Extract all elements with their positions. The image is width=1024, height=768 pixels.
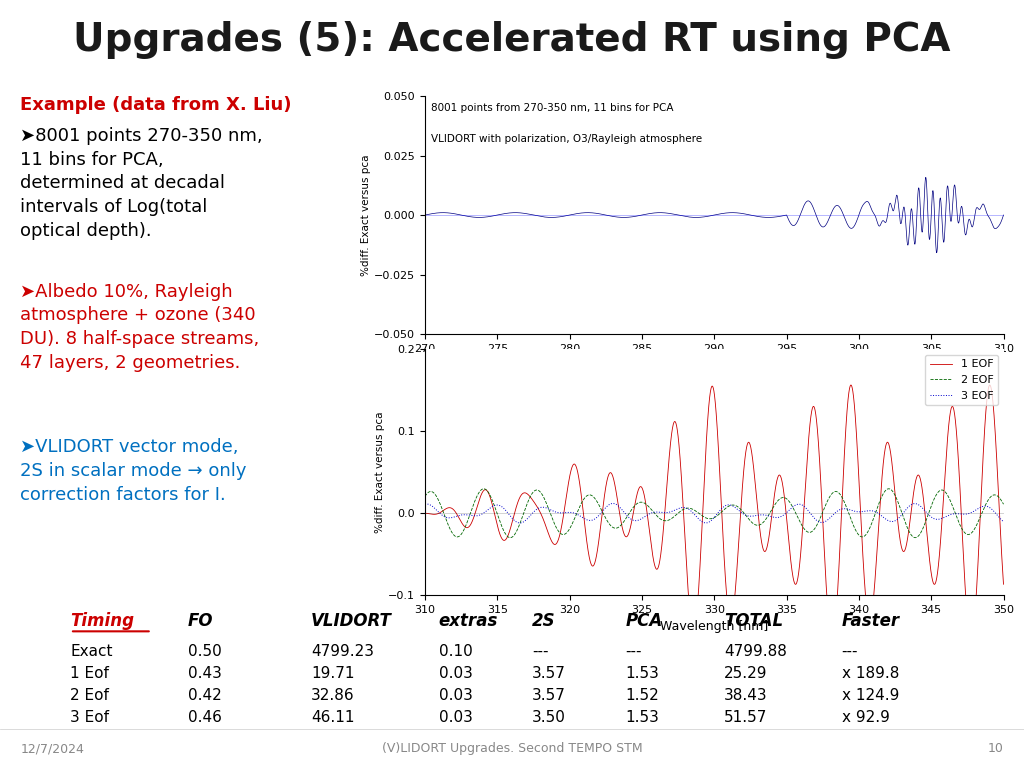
Y-axis label: %diff. Exact versus pca: %diff. Exact versus pca — [376, 412, 385, 533]
Text: x 92.9: x 92.9 — [842, 710, 890, 726]
Text: 4799.23: 4799.23 — [311, 644, 374, 659]
Text: 25.29: 25.29 — [724, 666, 767, 681]
Text: 0.50: 0.50 — [188, 644, 222, 659]
2 EOF — [997, 500, 1010, 509]
Text: PCA: PCA — [626, 612, 663, 631]
3 EOF — [607, 499, 620, 508]
Text: 46.11: 46.11 — [311, 710, 354, 726]
Text: 1.52: 1.52 — [626, 688, 659, 703]
Line: 3 EOF: 3 EOF — [425, 504, 1004, 523]
Text: 1.53: 1.53 — [626, 710, 659, 726]
Text: Upgrades (5): Accelerated RT using PCA: Upgrades (5): Accelerated RT using PCA — [74, 22, 950, 59]
1 EOF — [918, 497, 930, 506]
1 EOF — [997, 580, 1010, 589]
Line: 1 EOF: 1 EOF — [425, 385, 1004, 641]
Text: ➤VLIDORT vector mode,
2S in scalar mode → only
correction factors for I.: ➤VLIDORT vector mode, 2S in scalar mode … — [20, 439, 247, 504]
Text: 10: 10 — [987, 743, 1004, 756]
Text: TOTAL: TOTAL — [724, 612, 783, 631]
Text: 3.57: 3.57 — [532, 688, 566, 703]
Text: 12/7/2024: 12/7/2024 — [20, 743, 84, 756]
Text: 0.10: 0.10 — [438, 644, 472, 659]
X-axis label: Wavelength [nm]: Wavelength [nm] — [660, 621, 768, 634]
Line: 2 EOF: 2 EOF — [425, 488, 1004, 538]
2 EOF — [504, 533, 516, 542]
Text: ➤Albedo 10%, Rayleigh
atmosphere + ozone (340
DU). 8 half-space streams,
47 laye: ➤Albedo 10%, Rayleigh atmosphere + ozone… — [20, 283, 259, 372]
Text: ---: --- — [532, 644, 549, 659]
Text: 0.03: 0.03 — [438, 666, 472, 681]
Y-axis label: %diff. Exact versus pca: %diff. Exact versus pca — [361, 154, 372, 276]
3 EOF — [419, 500, 431, 509]
3 EOF — [856, 507, 868, 516]
Text: ➤8001 points 270-350 nm,
11 bins for PCA,
determined at decadal
intervals of Log: ➤8001 points 270-350 nm, 11 bins for PCA… — [20, 127, 262, 240]
Text: 0.03: 0.03 — [438, 710, 472, 726]
3 EOF — [597, 506, 609, 515]
Text: extras: extras — [438, 612, 498, 631]
2 EOF — [918, 521, 930, 531]
2 EOF — [597, 508, 609, 517]
1 EOF — [765, 515, 777, 524]
Text: (V)LIDORT Upgrades. Second TEMPO STM: (V)LIDORT Upgrades. Second TEMPO STM — [382, 743, 642, 756]
2 EOF — [419, 492, 431, 501]
1 EOF — [856, 541, 868, 550]
Text: 38.43: 38.43 — [724, 688, 767, 703]
Text: x 124.9: x 124.9 — [842, 688, 899, 703]
Text: 1 Eof: 1 Eof — [70, 666, 109, 681]
Text: 0.46: 0.46 — [188, 710, 222, 726]
Text: ---: --- — [626, 644, 642, 659]
2 EOF — [883, 484, 895, 493]
Text: 0.03: 0.03 — [438, 688, 472, 703]
Text: 3.50: 3.50 — [532, 710, 566, 726]
1 EOF — [597, 505, 609, 514]
X-axis label: Wavelength [nm]: Wavelength [nm] — [660, 359, 768, 372]
Text: FO: FO — [188, 612, 214, 631]
Text: Exact: Exact — [70, 644, 113, 659]
Text: 3.57: 3.57 — [532, 666, 566, 681]
Text: 3 Eof: 3 Eof — [70, 710, 109, 726]
Text: 19.71: 19.71 — [311, 666, 354, 681]
Text: 0.43: 0.43 — [188, 666, 222, 681]
Text: x 189.8: x 189.8 — [842, 666, 899, 681]
1 EOF — [776, 478, 788, 487]
1 EOF — [419, 508, 431, 518]
Text: ---: --- — [842, 644, 858, 659]
Text: Example (data from X. Liu): Example (data from X. Liu) — [20, 96, 292, 114]
Text: Faster: Faster — [842, 612, 900, 631]
Text: 1.53: 1.53 — [626, 666, 659, 681]
Text: 4799.88: 4799.88 — [724, 644, 786, 659]
2 EOF — [898, 514, 910, 523]
Text: 0.42: 0.42 — [188, 688, 222, 703]
3 EOF — [898, 508, 910, 517]
Text: 32.86: 32.86 — [311, 688, 354, 703]
Text: 2S: 2S — [532, 612, 556, 631]
3 EOF — [776, 511, 788, 521]
Text: 51.57: 51.57 — [724, 710, 767, 726]
Text: 8001 points from 270-350 nm, 11 bins for PCA: 8001 points from 270-350 nm, 11 bins for… — [431, 103, 673, 113]
Text: VLIDORT: VLIDORT — [311, 612, 392, 631]
Legend: 1 EOF, 2 EOF, 3 EOF: 1 EOF, 2 EOF, 3 EOF — [926, 355, 998, 405]
3 EOF — [918, 505, 930, 515]
2 EOF — [856, 532, 868, 541]
3 EOF — [514, 518, 526, 528]
Text: 2 Eof: 2 Eof — [70, 688, 109, 703]
Text: Timing: Timing — [70, 612, 134, 631]
3 EOF — [997, 517, 1010, 526]
3 EOF — [765, 512, 777, 521]
1 EOF — [984, 380, 996, 389]
2 EOF — [776, 493, 788, 502]
1 EOF — [897, 547, 909, 556]
Text: VLIDORT with polarization, O3/Rayleigh atmosphere: VLIDORT with polarization, O3/Rayleigh a… — [431, 134, 701, 144]
2 EOF — [765, 505, 777, 515]
1 EOF — [965, 637, 977, 646]
